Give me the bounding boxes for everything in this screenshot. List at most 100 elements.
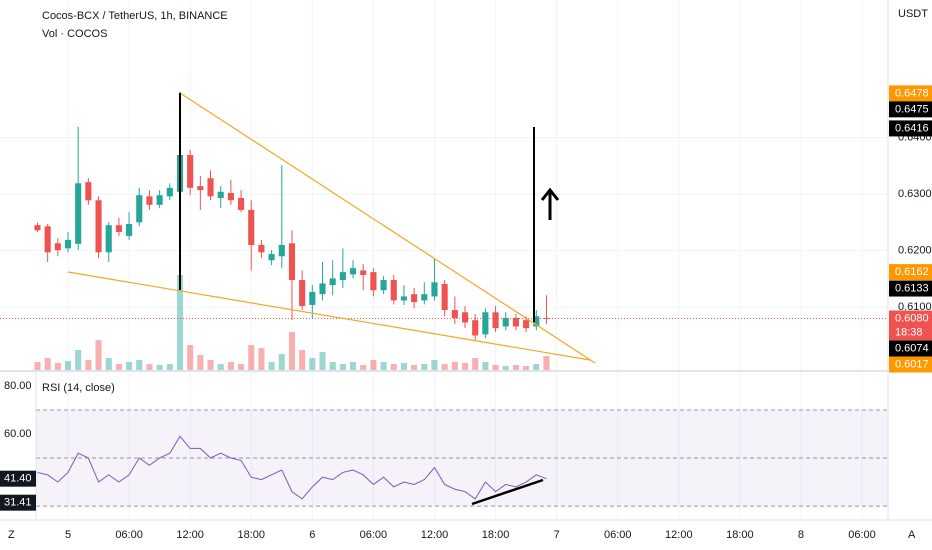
- x-tick-label: 18:00: [482, 529, 510, 541]
- chart-title: Cocos-BCX / TetherUS, 1h, BINANCE: [42, 10, 228, 22]
- x-tick-label: 12:00: [176, 529, 204, 541]
- rsi-tag: [0, 494, 36, 511]
- candle-body: [207, 178, 214, 197]
- price-tag: [889, 120, 932, 137]
- price-tag: [889, 310, 932, 341]
- trend-line: [179, 92, 596, 364]
- price-tag-label: 0.6074: [895, 342, 929, 354]
- candle-body: [421, 294, 428, 301]
- rsi-tick-label: 80.00: [4, 380, 32, 392]
- volume-bar: [380, 362, 387, 370]
- volume-bar: [258, 348, 265, 370]
- volume-bar: [482, 362, 489, 370]
- volume-bar: [411, 365, 418, 370]
- volume-bar: [217, 364, 224, 370]
- candle-body: [136, 195, 143, 223]
- price-tag-label: 0.6162: [895, 266, 929, 278]
- volume-bar: [34, 362, 41, 370]
- candle-body: [482, 312, 489, 335]
- volume-label: Vol · COCOS: [42, 28, 107, 40]
- candle-body: [461, 312, 469, 323]
- volume-bar: [472, 358, 479, 370]
- candle-body: [512, 317, 519, 327]
- candle-body: [431, 282, 438, 297]
- price-tag: [889, 356, 932, 373]
- candle-body: [238, 198, 245, 210]
- candle-body: [360, 270, 367, 275]
- candle-body: [217, 191, 224, 199]
- candle-body: [299, 280, 306, 307]
- trend-line: [471, 478, 544, 506]
- candle-body: [400, 296, 407, 301]
- corner-button[interactable]: Z: [8, 529, 15, 541]
- x-tick-label: 06:00: [360, 529, 388, 541]
- rsi-tag-label: 31.41: [4, 497, 32, 509]
- volume-bar: [299, 350, 306, 370]
- arrow: [540, 187, 560, 220]
- volume-bar: [176, 275, 184, 370]
- x-tick-label: 06:00: [115, 529, 143, 541]
- volume-bar: [339, 364, 346, 370]
- grid-layer: [0, 0, 888, 520]
- volume-bar: [136, 360, 143, 370]
- candle-body: [523, 320, 530, 329]
- volume-bar: [329, 362, 336, 370]
- price-tag-label: 0.6017: [895, 358, 929, 370]
- corner-button[interactable]: A: [908, 529, 916, 541]
- volume-bar: [512, 365, 519, 370]
- candle-body: [349, 268, 357, 275]
- volume-bar: [523, 366, 530, 370]
- currency: USDT: [898, 8, 928, 20]
- volume-bar: [451, 362, 458, 370]
- y-tick-label: 0.6300: [898, 188, 932, 200]
- volume-bar: [543, 356, 550, 370]
- candle-body: [187, 155, 194, 188]
- candle-body: [309, 291, 316, 305]
- candle-body: [105, 225, 112, 253]
- candle-body: [288, 243, 296, 281]
- candle-body: [533, 316, 540, 327]
- candle-body: [472, 320, 479, 336]
- volume-bar: [370, 360, 377, 370]
- candle-body: [258, 244, 265, 253]
- candle-body: [115, 225, 122, 232]
- volume-bar: [126, 362, 133, 370]
- x-tick-label: 8: [798, 529, 804, 541]
- volume-bar: [85, 360, 92, 370]
- price-tag-label: 0.6416: [895, 122, 929, 134]
- rsi-line: [37, 435, 547, 500]
- labels-layer: 5 06:00 12:00 18:00 6 06:00 12:00 18:00 7 06:00 12…: [0, 85, 932, 541]
- volume-bar: [115, 364, 122, 370]
- candle-body: [502, 317, 509, 327]
- candle-body: [75, 183, 82, 244]
- countdown: 18:38: [895, 326, 923, 338]
- volume-bar: [54, 363, 61, 370]
- candle-body: [197, 186, 204, 191]
- volume-bar: [533, 364, 540, 370]
- y-tick-label: 0.6100: [898, 301, 932, 313]
- volume-bar: [268, 362, 275, 370]
- candle-body: [370, 272, 377, 291]
- x-tick-label: 6: [309, 529, 315, 541]
- price-tag-label: 0.6133: [895, 282, 929, 294]
- candle-body: [441, 284, 448, 311]
- volume-bar: [431, 360, 438, 370]
- volume-bar: [64, 361, 72, 370]
- volume-bar: [390, 364, 397, 370]
- candle-body: [339, 272, 346, 281]
- x-tick-label: 12:00: [665, 529, 693, 541]
- volume-bar: [156, 365, 163, 370]
- x-tick-label: 5: [65, 529, 71, 541]
- price-tag: [889, 340, 932, 357]
- x-tick-label: 7: [554, 529, 560, 541]
- trend-line: [67, 271, 591, 361]
- price-tag: [889, 101, 932, 118]
- candle-body: [248, 209, 255, 245]
- volume-bar: [288, 332, 296, 370]
- price-tag-label: 0.6478: [895, 87, 929, 99]
- volume-bar: [166, 364, 173, 370]
- price-tag: [889, 85, 932, 102]
- volume-bar: [400, 363, 407, 370]
- volume-bar: [146, 364, 153, 370]
- drawings: [67, 92, 596, 506]
